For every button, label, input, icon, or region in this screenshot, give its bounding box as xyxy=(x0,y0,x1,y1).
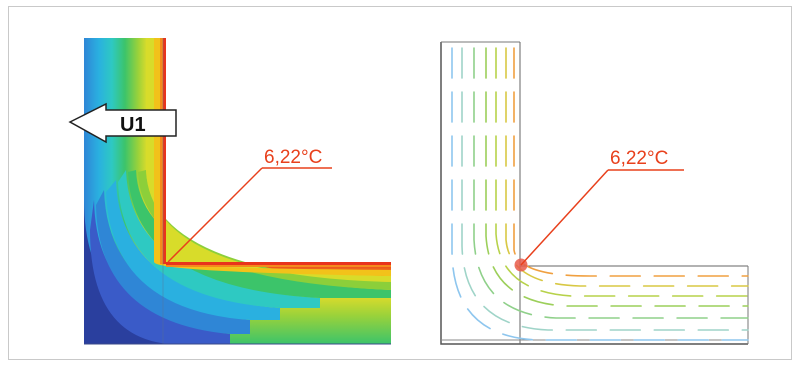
leader-line xyxy=(520,169,609,266)
left-temperature-label: 6,22°C xyxy=(264,147,322,168)
leader-line xyxy=(167,167,263,263)
u1-label: U1 xyxy=(120,114,146,136)
right-temperature-annotation: 6,22°C xyxy=(514,148,684,272)
isoline-panel: 6,22°C xyxy=(440,41,749,345)
right-temperature-label: 6,22°C xyxy=(610,148,668,169)
corner-isotherm-bands xyxy=(84,38,391,344)
isoline-3 xyxy=(473,47,749,319)
isoline-2 xyxy=(461,47,749,331)
isoline-4 xyxy=(485,47,749,307)
isoline-1 xyxy=(451,47,749,341)
isoline-5 xyxy=(495,47,749,297)
thermal-field-panel: U1 6,22°C xyxy=(68,38,391,345)
u1-arrow: U1 xyxy=(68,102,177,144)
isolines xyxy=(451,47,749,341)
outer-outline xyxy=(440,42,748,345)
isoline-7 xyxy=(513,47,749,277)
isoline-6 xyxy=(505,47,749,287)
left-temperature-annotation: 6,22°C xyxy=(167,147,332,263)
